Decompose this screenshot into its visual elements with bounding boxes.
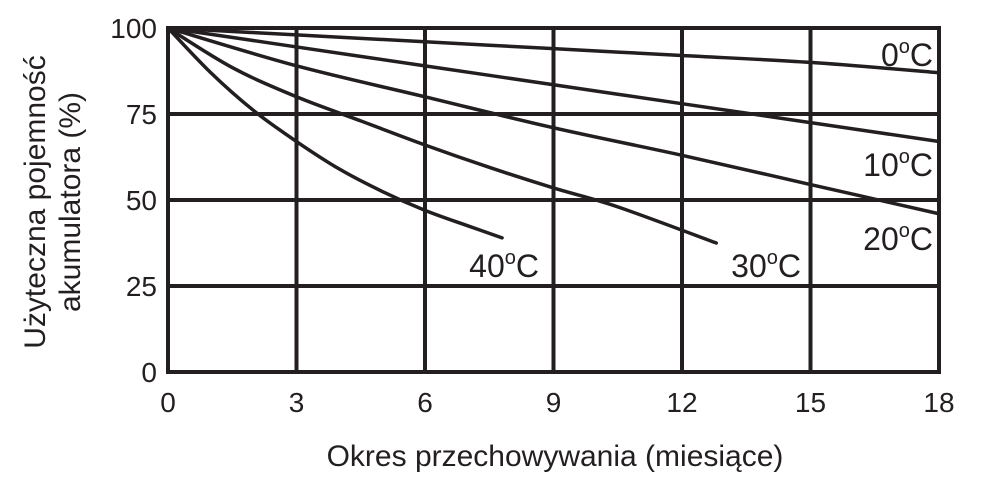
y-tick-label-25: 25 <box>126 271 157 302</box>
y-tick-label-100: 100 <box>110 13 157 44</box>
x-tick-label-15: 15 <box>795 387 826 418</box>
series-line-20C <box>166 26 941 216</box>
y-tick-labels: 0 25 50 75 100 <box>110 13 157 388</box>
x-tick-labels: 0 3 6 9 12 15 18 <box>160 387 954 418</box>
x-tick-label-6: 6 <box>417 387 433 418</box>
series-label-10C: 10oC <box>863 146 933 183</box>
series-label-30C: 30oC <box>731 247 801 284</box>
y-tick-label-50: 50 <box>126 185 157 216</box>
series-line-0C <box>166 26 941 75</box>
y-tick-label-0: 0 <box>141 357 157 388</box>
series-lines <box>166 26 941 245</box>
y-tick-label-75: 75 <box>126 99 157 130</box>
series-line-30C <box>166 26 719 245</box>
y-axis-label-line1: Użyteczna pojemność <box>19 55 52 348</box>
series-label-0C: 0oC <box>881 36 933 73</box>
x-tick-label-0: 0 <box>160 387 176 418</box>
y-axis-label-line2: akumulatora (%) <box>54 92 87 312</box>
series-label-40C: 40oC <box>469 247 539 284</box>
x-tick-label-18: 18 <box>923 387 954 418</box>
x-tick-label-9: 9 <box>546 387 562 418</box>
series-line-40C <box>166 26 504 240</box>
series-labels: 0oC 10oC 20oC 30oC 40oC <box>469 36 933 284</box>
grid <box>166 26 941 374</box>
x-axis-label: Okres przechowywania (miesiące) <box>327 440 784 473</box>
series-label-20C: 20oC <box>863 220 933 257</box>
x-tick-label-12: 12 <box>666 387 697 418</box>
x-tick-label-3: 3 <box>289 387 305 418</box>
series-line-10C <box>166 26 941 144</box>
